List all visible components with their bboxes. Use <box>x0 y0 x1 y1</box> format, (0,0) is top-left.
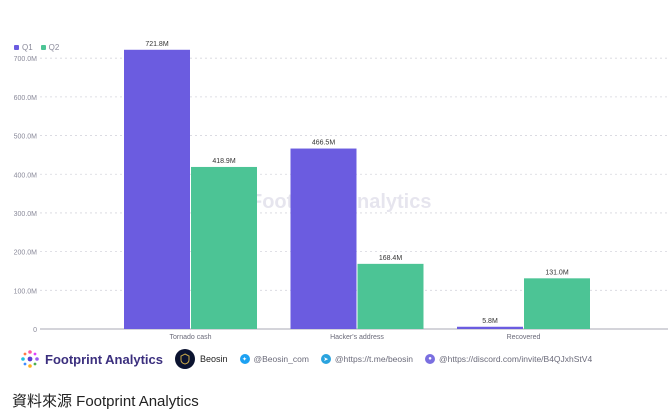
beosin-brand[interactable]: Beosin <box>174 349 228 369</box>
discord-handle: @https://discord.com/invite/B4QJxhStV4 <box>439 354 593 364</box>
data-label: 466.5M <box>312 140 336 147</box>
x-tick-label: Hacker's address <box>330 334 384 341</box>
x-tick-label: Recovered <box>507 334 541 341</box>
bar-chart: 0 100.0M 200.0M 300.0M 400.0M 500.0M 600.0M 700… <box>14 41 668 341</box>
bar-q2-2 <box>524 278 590 329</box>
legend-swatch-q1 <box>14 45 19 50</box>
twitter-handle: @Beosin_com <box>253 354 309 364</box>
chart-card: Q1 Q2 Footprint Analytics 0 100.0M 200.0M 3… <box>13 40 668 372</box>
data-label: 418.9M <box>212 158 236 165</box>
y-tick-label: 200.0M <box>14 250 38 257</box>
data-label: 5.8M <box>482 318 498 325</box>
y-tick-label: 300.0M <box>14 211 38 218</box>
bar-q1-1 <box>290 148 357 329</box>
telegram-icon: ➤ <box>320 354 331 364</box>
y-tick-label: 100.0M <box>14 288 38 295</box>
y-tick-label: 700.0M <box>14 56 38 63</box>
beosin-logo-icon <box>174 349 195 369</box>
footprint-logo-icon <box>21 350 39 368</box>
bar-q1-2 <box>457 326 523 329</box>
footprint-brand-text: Footprint Analytics <box>45 351 163 367</box>
source-caption: 資料來源 Footprint Analytics <box>12 393 199 410</box>
chart-legend: Q1 Q2 <box>14 43 59 52</box>
beosin-text: Beosin <box>199 354 228 364</box>
twitter-link[interactable]: ✦ @Beosin_com <box>239 354 309 364</box>
telegram-link[interactable]: ➤ @https://t.me/beosin <box>320 354 413 364</box>
chart-footer: Footprint Analytics Beosin ✦ @Beosin_com… <box>20 346 604 372</box>
discord-icon: ● <box>425 354 435 364</box>
legend-label-q2: Q2 <box>48 43 60 52</box>
footprint-brand[interactable]: Footprint Analytics <box>20 349 163 369</box>
data-label: 168.4M <box>379 255 403 262</box>
bar-q2-0 <box>191 166 257 329</box>
x-tick-label: Tornado cash <box>169 334 211 341</box>
y-tick-label: 0 <box>33 327 37 334</box>
y-tick-label: 400.0M <box>14 172 38 179</box>
legend-swatch-q2 <box>40 45 46 50</box>
y-tick-label: 600.0M <box>14 95 38 102</box>
legend-label-q1: Q1 <box>22 43 33 52</box>
y-tick-label: 500.0M <box>14 134 38 141</box>
discord-link[interactable]: ● @https://discord.com/invite/B4QJxhStV4 <box>425 354 592 364</box>
bar-q1-0 <box>124 49 190 329</box>
legend-entry-q2[interactable]: Q2 <box>40 43 60 52</box>
telegram-handle: @https://t.me/beosin <box>334 354 413 364</box>
legend-entry-q1[interactable]: Q1 <box>14 43 33 52</box>
bar-q2-1 <box>357 263 424 329</box>
data-label: 721.8M <box>145 41 169 48</box>
twitter-icon: ✦ <box>239 354 250 364</box>
data-label: 131.0M <box>545 269 569 276</box>
